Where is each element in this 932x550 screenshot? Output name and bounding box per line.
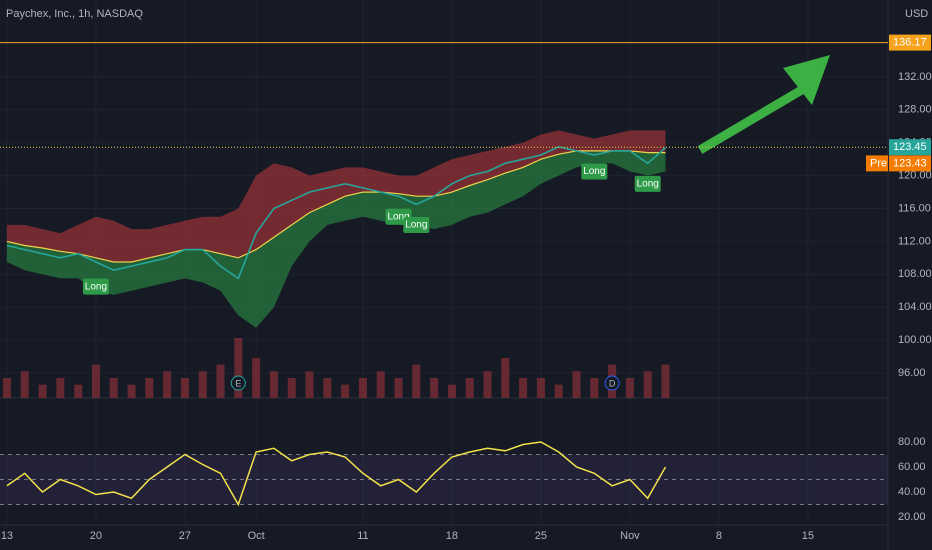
volume-bar	[358, 378, 367, 398]
x-tick-label: Oct	[248, 530, 265, 542]
lower-band	[6, 150, 666, 328]
volume-bar	[56, 378, 65, 398]
chart-title: Paychex, Inc., 1h, NASDAQ	[6, 8, 143, 20]
price-tag-label: 123.45	[893, 141, 927, 153]
pre-tag: Pre	[870, 157, 887, 169]
volume-bar	[127, 384, 136, 398]
volume-bar	[465, 378, 474, 398]
volume-bar	[323, 378, 332, 398]
signal-label: Long	[405, 220, 427, 231]
volume-bar	[501, 358, 510, 398]
volume-bar	[305, 371, 314, 398]
rsi-tick-label: 20.00	[898, 511, 926, 523]
volume-bar	[2, 378, 11, 398]
x-tick-label: Nov	[620, 530, 640, 542]
volume-bar	[109, 378, 118, 398]
y-tick-label: 112.00	[898, 235, 931, 247]
event-marker	[230, 375, 246, 391]
volume-bar	[519, 378, 528, 398]
volume-bar	[163, 371, 172, 398]
signal-box	[634, 175, 661, 192]
price-tag-label: 136.17	[893, 37, 927, 49]
signal-label: Long	[583, 166, 605, 177]
volume-bar	[625, 378, 634, 398]
y-tick-label: 116.00	[898, 202, 931, 214]
volume-bar	[661, 364, 670, 398]
x-tick-label: 11	[357, 530, 368, 542]
volume-bar	[252, 358, 261, 398]
grid	[0, 0, 888, 525]
rsi-tick-label: 60.00	[898, 461, 926, 473]
y-tick-label: 120.00	[898, 170, 932, 182]
event-label: D	[609, 378, 616, 388]
volume-bar	[430, 378, 439, 398]
rsi-tick-label: 40.00	[898, 486, 926, 498]
rsi-tick-label: 80.00	[898, 436, 926, 448]
upper-band	[6, 130, 666, 262]
volume-bar	[536, 378, 545, 398]
rsi-line	[6, 441, 667, 507]
volume-bar	[38, 384, 47, 398]
signal-box	[82, 278, 109, 295]
signal-label: Long	[637, 178, 659, 189]
pre-price-box	[889, 155, 931, 172]
volume-bar	[269, 371, 278, 398]
x-tick-label: 25	[535, 530, 547, 542]
y-tick-label: 96.00	[898, 367, 926, 379]
trend-arrow	[697, 55, 830, 154]
volume-bar	[376, 371, 385, 398]
volume-bar	[20, 371, 29, 398]
volume-bar	[91, 364, 100, 398]
y-tick-label: 100.00	[898, 334, 932, 346]
volume-bar	[74, 384, 83, 398]
signal-box	[403, 216, 430, 233]
x-tick-label: 13	[1, 530, 13, 542]
x-tick-label: 8	[716, 530, 722, 542]
signal-label: Long	[85, 281, 107, 292]
x-tick-label: 15	[802, 530, 814, 542]
arrow-head	[783, 55, 830, 105]
volume-bar	[643, 371, 652, 398]
volume-bar	[572, 371, 581, 398]
pre-tag-box	[866, 155, 888, 172]
volume-bar	[234, 338, 243, 398]
volume-bar	[412, 364, 421, 398]
volume-bar	[590, 378, 599, 398]
y-tick-label: 132.00	[898, 71, 932, 83]
volume-bar	[180, 378, 189, 398]
event-label: E	[235, 378, 241, 388]
currency: USD	[905, 8, 928, 20]
volume-bar	[554, 384, 563, 398]
volume-bar	[216, 364, 225, 398]
x-tick-label: 20	[90, 530, 102, 542]
signal-box	[581, 163, 608, 180]
volume-bar	[447, 384, 456, 398]
volume-bar	[394, 378, 403, 398]
volume-bar	[198, 371, 207, 398]
volume-bar	[341, 384, 350, 398]
signal-label: Long	[387, 211, 409, 222]
y-tick-label: 104.00	[898, 301, 932, 313]
arrow-shaft	[697, 84, 808, 154]
volume-bar	[483, 371, 492, 398]
price-tag	[889, 34, 931, 51]
price-tag	[889, 139, 931, 156]
price-line	[6, 145, 667, 280]
y-tick-label: 128.00	[898, 104, 932, 116]
event-marker	[604, 375, 620, 391]
volume-bar	[145, 378, 154, 398]
volume-bar	[287, 378, 296, 398]
x-tick-label: 27	[179, 530, 191, 542]
moving-average	[6, 150, 666, 263]
pre-price: 123.43	[893, 157, 927, 169]
x-tick-label: 18	[446, 530, 458, 542]
y-tick-label: 108.00	[898, 268, 932, 280]
